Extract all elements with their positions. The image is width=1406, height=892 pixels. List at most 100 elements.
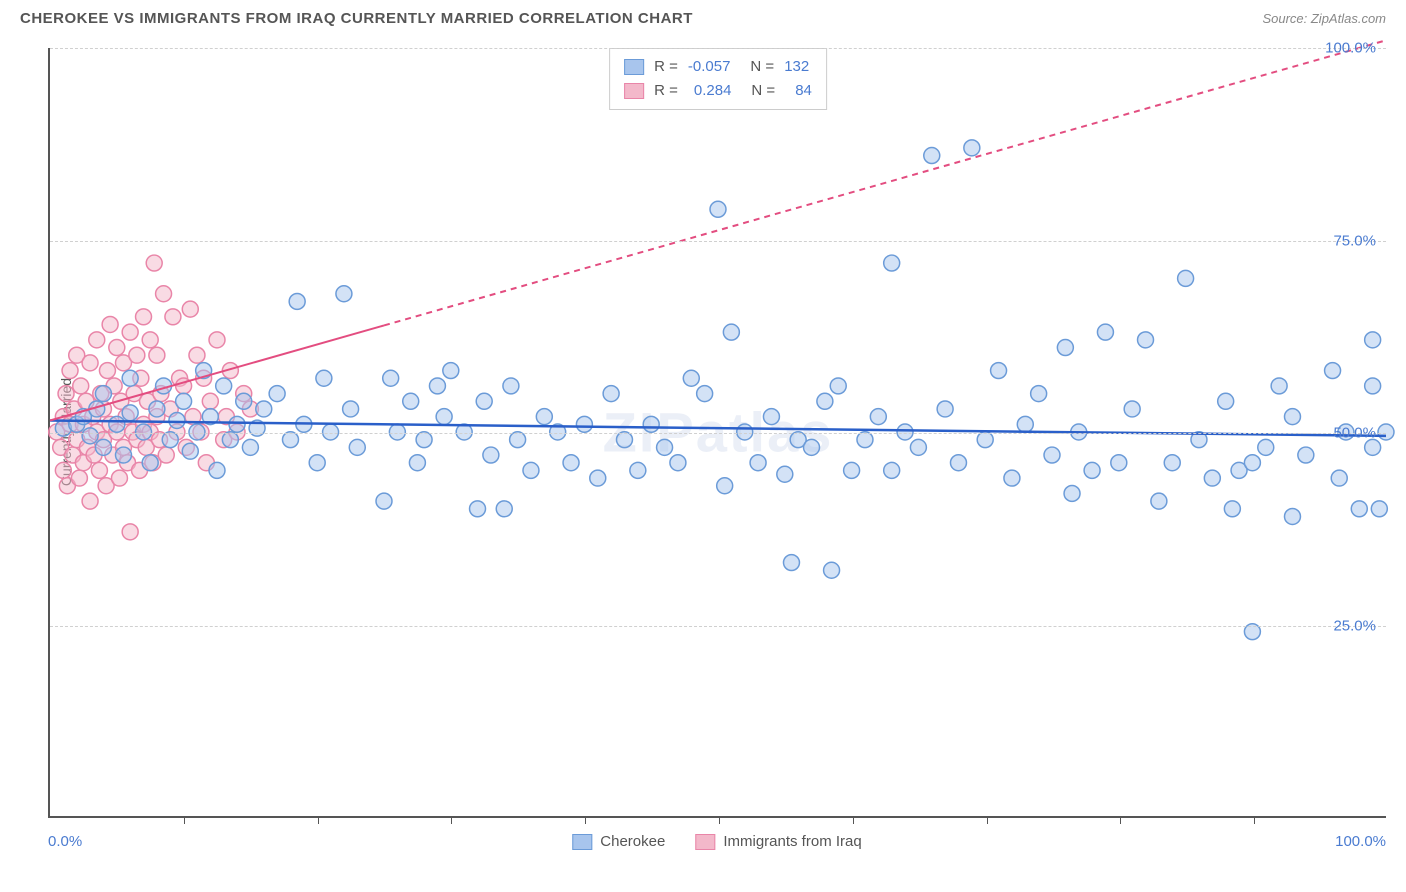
data-point xyxy=(870,409,886,425)
data-point xyxy=(1224,501,1240,517)
x-tick xyxy=(585,816,586,824)
data-point xyxy=(323,424,339,440)
data-point xyxy=(82,493,98,509)
x-tick xyxy=(318,816,319,824)
data-point xyxy=(1271,378,1287,394)
data-point xyxy=(1004,470,1020,486)
data-point xyxy=(977,432,993,448)
data-point xyxy=(576,416,592,432)
data-point xyxy=(710,201,726,217)
data-point xyxy=(82,355,98,371)
stat-n-value-a: 132 xyxy=(784,55,809,79)
data-point xyxy=(209,462,225,478)
data-point xyxy=(389,424,405,440)
scatter-plot xyxy=(50,48,1386,816)
data-point xyxy=(403,393,419,409)
legend-item-cherokee: Cherokee xyxy=(572,833,665,850)
y-tick-label: 25.0% xyxy=(1333,617,1376,634)
stat-r-value-a: -0.057 xyxy=(688,55,731,79)
data-point xyxy=(1244,455,1260,471)
data-point xyxy=(158,447,174,463)
data-point xyxy=(717,478,733,494)
data-point xyxy=(182,301,198,317)
data-point xyxy=(683,370,699,386)
data-point xyxy=(496,501,512,517)
data-point xyxy=(165,309,181,325)
chart-container: Currently Married ZIPatlas R = -0.057 N … xyxy=(48,48,1386,818)
data-point xyxy=(1258,439,1274,455)
data-point xyxy=(269,386,285,402)
data-point xyxy=(336,286,352,302)
data-point xyxy=(476,393,492,409)
data-point xyxy=(884,255,900,271)
legend-label-iraq: Immigrants from Iraq xyxy=(723,833,861,850)
data-point xyxy=(1044,447,1060,463)
data-point xyxy=(62,363,78,379)
data-point xyxy=(176,393,192,409)
data-point xyxy=(169,413,185,429)
stat-r-label-b: R = xyxy=(654,79,678,103)
data-point xyxy=(122,324,138,340)
swatch-cherokee-icon xyxy=(572,834,592,850)
gridline xyxy=(50,626,1386,627)
data-point xyxy=(242,439,258,455)
data-point xyxy=(750,455,766,471)
legend-item-iraq: Immigrants from Iraq xyxy=(695,833,861,850)
data-point xyxy=(1031,386,1047,402)
data-point xyxy=(830,378,846,394)
data-point xyxy=(136,309,152,325)
data-point xyxy=(122,405,138,421)
data-point xyxy=(102,317,118,333)
data-point xyxy=(763,409,779,425)
data-point xyxy=(1138,332,1154,348)
stat-n-label-a: N = xyxy=(750,55,774,79)
data-point xyxy=(282,432,298,448)
y-tick-label: 100.0% xyxy=(1325,40,1376,57)
data-point xyxy=(349,439,365,455)
data-point xyxy=(91,462,107,478)
stat-r-value-b: 0.284 xyxy=(694,79,732,103)
data-point xyxy=(1084,462,1100,478)
data-point xyxy=(643,416,659,432)
data-point xyxy=(777,466,793,482)
data-point xyxy=(1097,324,1113,340)
data-point xyxy=(429,378,445,394)
gridline xyxy=(50,433,1386,434)
stat-n-label-b: N = xyxy=(751,79,775,103)
data-point xyxy=(964,140,980,156)
data-point xyxy=(149,401,165,417)
data-point xyxy=(1204,470,1220,486)
data-point xyxy=(1365,439,1381,455)
x-axis-min-label: 0.0% xyxy=(48,833,82,850)
data-point xyxy=(71,470,87,486)
data-point xyxy=(142,332,158,348)
data-point xyxy=(1218,393,1234,409)
data-point xyxy=(95,386,111,402)
data-point xyxy=(1365,332,1381,348)
gridline xyxy=(50,241,1386,242)
data-point xyxy=(1151,493,1167,509)
data-point xyxy=(783,555,799,571)
stats-row-iraq: R = 0.284 N = 84 xyxy=(624,79,812,103)
data-point xyxy=(1284,509,1300,525)
x-tick xyxy=(987,816,988,824)
data-point xyxy=(129,347,145,363)
data-point xyxy=(1111,455,1127,471)
data-point xyxy=(1365,378,1381,394)
data-point xyxy=(1351,501,1367,517)
data-point xyxy=(1017,416,1033,432)
plot-area: Currently Married ZIPatlas R = -0.057 N … xyxy=(48,48,1386,818)
stat-r-label-a: R = xyxy=(654,55,678,79)
x-tick xyxy=(853,816,854,824)
data-point xyxy=(256,401,272,417)
data-point xyxy=(1371,501,1387,517)
data-point xyxy=(1057,340,1073,356)
data-point xyxy=(111,470,127,486)
swatch-iraq xyxy=(624,83,644,99)
data-point xyxy=(884,462,900,478)
data-point xyxy=(804,439,820,455)
data-point xyxy=(1284,409,1300,425)
data-point xyxy=(189,424,205,440)
legend-label-cherokee: Cherokee xyxy=(600,833,665,850)
y-tick-label: 75.0% xyxy=(1333,232,1376,249)
